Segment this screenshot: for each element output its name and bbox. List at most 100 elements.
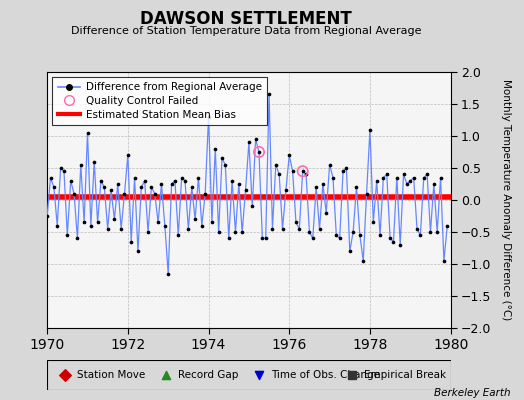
Point	[134, 248, 142, 254]
Point	[409, 174, 418, 181]
Point	[235, 181, 243, 187]
Point	[86, 222, 95, 229]
Point	[416, 232, 424, 238]
Point	[278, 226, 287, 232]
Point	[312, 184, 320, 190]
Text: Berkeley Earth: Berkeley Earth	[434, 388, 511, 398]
Point	[258, 235, 267, 242]
Point	[214, 229, 223, 235]
Point	[238, 229, 246, 235]
Point	[110, 216, 118, 222]
Point	[150, 190, 159, 197]
Point	[305, 229, 314, 235]
Point	[352, 184, 361, 190]
Point	[427, 229, 435, 235]
Point	[83, 130, 92, 136]
Point	[73, 235, 82, 242]
Point	[268, 226, 277, 232]
Point	[363, 190, 371, 197]
Point	[265, 91, 274, 98]
Text: Record Gap: Record Gap	[178, 370, 238, 380]
Point	[114, 181, 122, 187]
Point	[322, 210, 331, 216]
Point	[63, 232, 72, 238]
Point	[245, 139, 253, 146]
Point	[43, 213, 51, 219]
Point	[399, 171, 408, 178]
Point	[285, 152, 293, 158]
Point	[335, 235, 344, 242]
Point	[124, 152, 132, 158]
Point	[436, 174, 445, 181]
Point	[271, 162, 280, 168]
Point	[392, 174, 401, 181]
Point	[67, 178, 75, 184]
Point	[379, 174, 388, 181]
Point	[376, 232, 384, 238]
Point	[403, 181, 411, 187]
Point	[147, 184, 156, 190]
Point	[242, 187, 250, 194]
Point	[70, 190, 78, 197]
Point	[80, 219, 89, 226]
Point	[191, 216, 199, 222]
Point	[60, 168, 68, 174]
Point	[130, 174, 139, 181]
Point	[188, 184, 196, 190]
Point	[433, 229, 441, 235]
Point	[255, 149, 263, 155]
Point	[201, 190, 210, 197]
Point	[198, 222, 206, 229]
Point	[302, 171, 310, 178]
Text: DAWSON SETTLEMENT: DAWSON SETTLEMENT	[140, 10, 352, 28]
Point	[389, 238, 398, 245]
Point	[349, 229, 357, 235]
Point	[140, 178, 149, 184]
Point	[204, 114, 213, 120]
Point	[369, 219, 377, 226]
Point	[406, 178, 414, 184]
Point	[90, 158, 99, 165]
Point	[77, 162, 85, 168]
Point	[332, 232, 341, 238]
Point	[295, 226, 303, 232]
Point	[100, 184, 108, 190]
Point	[107, 187, 115, 194]
Point	[50, 184, 58, 190]
Point	[413, 226, 421, 232]
Point	[342, 165, 351, 171]
Point	[329, 174, 337, 181]
Point	[423, 171, 431, 178]
Point	[299, 168, 307, 174]
Point	[339, 168, 347, 174]
Point	[346, 248, 354, 254]
Point	[93, 219, 102, 226]
Point	[221, 162, 230, 168]
Point	[167, 181, 176, 187]
Point	[184, 226, 193, 232]
Point	[347, 372, 356, 378]
Point	[261, 235, 270, 242]
Point	[231, 229, 239, 235]
Point	[61, 372, 70, 378]
Text: Empirical Break: Empirical Break	[364, 370, 446, 380]
Point	[386, 235, 395, 242]
Point	[208, 219, 216, 226]
Point	[194, 174, 203, 181]
Point	[174, 232, 182, 238]
Point	[161, 222, 169, 229]
Point	[225, 235, 233, 242]
Point	[255, 372, 263, 378]
Point	[443, 222, 452, 229]
Point	[325, 162, 334, 168]
Point	[218, 155, 226, 162]
Point	[359, 258, 367, 264]
Point	[53, 222, 61, 229]
Point	[299, 168, 307, 174]
Point	[121, 190, 129, 197]
Point	[248, 203, 256, 210]
Point	[117, 226, 125, 232]
Point	[162, 372, 170, 378]
Point	[178, 174, 186, 181]
Point	[171, 178, 179, 184]
